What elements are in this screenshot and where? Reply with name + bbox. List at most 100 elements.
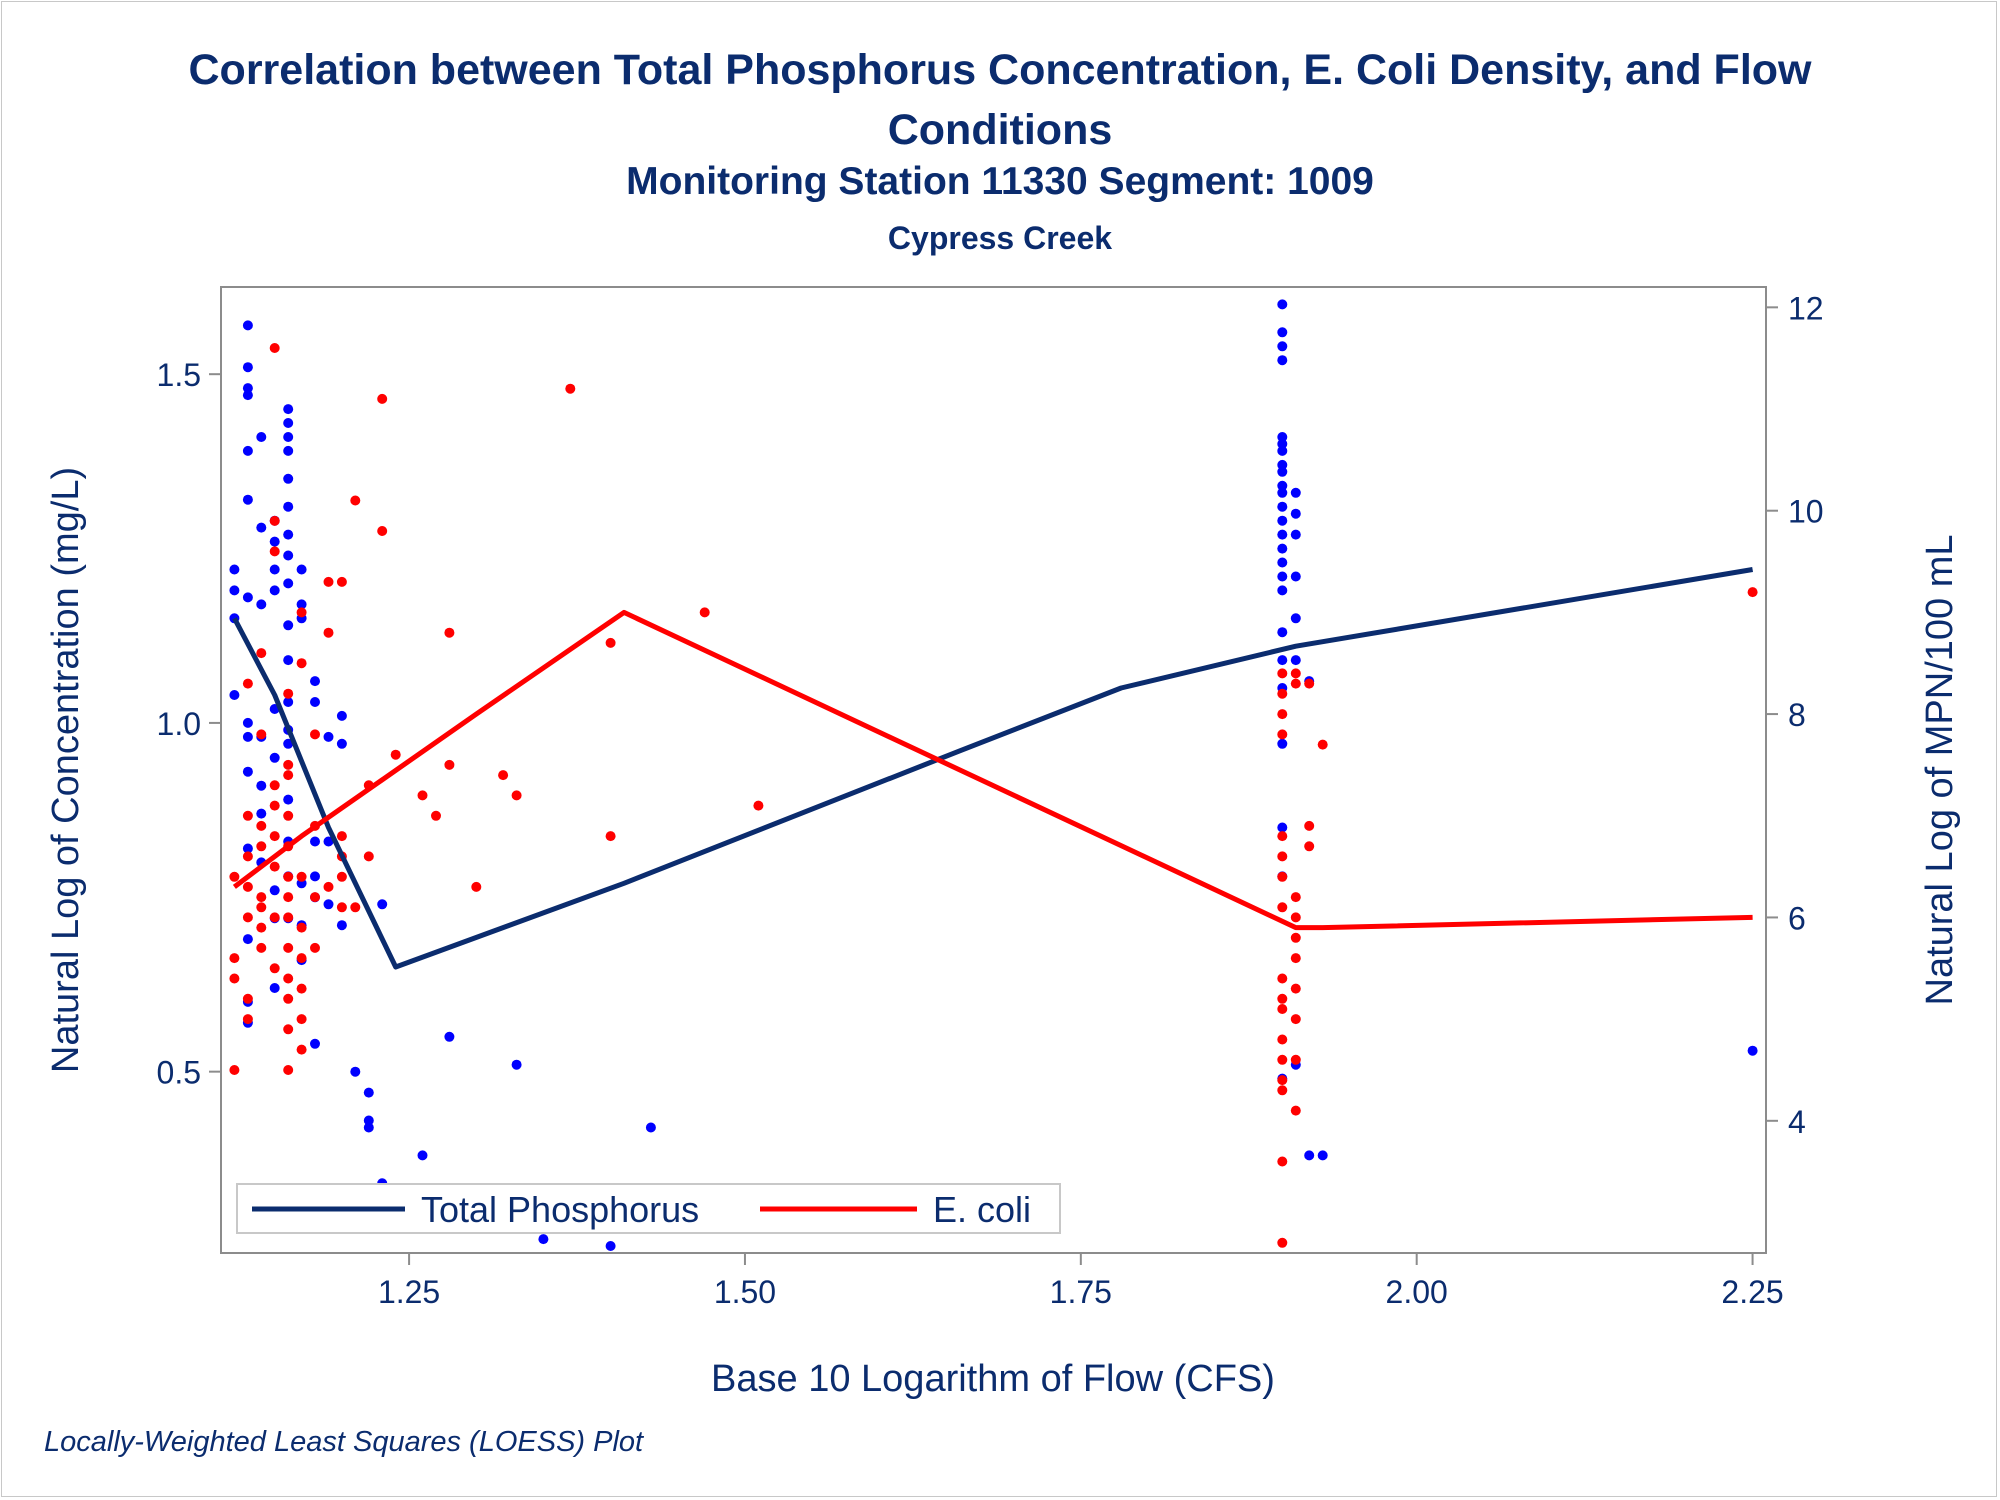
tp-point [242,934,253,945]
y2-tick-label: 8 [1788,697,1806,733]
ecoli-point [256,942,267,953]
legend-label-total-phosphorus: Total Phosphorus [421,1189,699,1230]
tp-point [1277,432,1288,442]
ecoli-point [1277,668,1288,679]
tp-point [417,1150,428,1161]
ecoli-point [283,871,294,882]
tp-point [363,1115,374,1126]
tp-point [269,885,280,896]
ecoli-point [269,343,280,353]
total-phosphorus-points [229,299,1758,1251]
tp-point [350,1066,361,1077]
tp-point [538,1234,549,1245]
tp-point [283,529,294,540]
chart-title-line1: Correlation between Total Phosphorus Con… [188,46,1812,94]
ecoli-point [269,546,280,557]
ecoli-point [283,770,294,781]
tp-point [1277,515,1288,526]
ecoli-point [336,831,347,842]
tp-point [256,780,267,791]
ecoli-point [242,1014,253,1025]
tp-point [269,585,280,596]
tp-point [310,676,320,687]
y2-tick-label: 6 [1788,900,1806,936]
ecoli-point [256,820,267,831]
ecoli-point [431,810,441,821]
y-axis-right: 4 6 8 10 12 [1766,290,1824,1140]
y2-axis-label: Natural Log of MPN/100 mL [1919,534,1961,1005]
ecoli-point [1304,841,1315,852]
ecoli-point [1277,851,1288,862]
tp-point [242,383,253,394]
tp-point [1304,1150,1315,1161]
ecoli-point [1277,1085,1288,1096]
tp-point [229,564,240,575]
tp-point [1277,327,1288,338]
ecoli-point [256,922,267,933]
ecoli-point [242,851,253,862]
ecoli-point [377,526,388,536]
y2-tick-label: 10 [1788,494,1824,530]
tp-point [1290,571,1301,582]
ecoli-point [1290,892,1301,903]
ecoli-point [310,729,320,740]
ecoli-point [336,576,347,587]
y-axis-label: Natural Log of Concentration (mg/L) [45,467,87,1073]
ecoli-point [444,627,455,638]
tp-point [283,550,294,561]
tp-point [363,1122,374,1133]
ecoli-point [390,749,401,760]
tp-point [242,390,253,401]
tp-point [1277,501,1288,512]
tp-point [283,655,294,666]
ecoli-point [283,912,294,923]
tp-point [283,620,294,631]
legend-label-ecoli: E. coli [933,1189,1031,1230]
tp-point [283,445,294,456]
tp-point [1277,822,1288,833]
ecoli-point [1290,1014,1301,1025]
tp-point [310,836,320,847]
tp-point [229,690,240,700]
ecoli-point [1290,932,1301,943]
ecoli-point [336,902,347,913]
tp-point [242,320,253,331]
ecoli-point [1277,1237,1288,1248]
ecoli-point [1277,1004,1288,1014]
y-tick-label: 1.0 [157,706,201,742]
tp-point [310,697,320,707]
ecoli-point [296,1014,307,1025]
y-axis-left: 0.5 1.0 1.5 [157,357,221,1091]
ecoli-point [1277,871,1288,882]
tp-point [296,564,307,575]
y2-tick-label: 4 [1788,1104,1806,1140]
tp-point [283,738,294,749]
tp-point [283,697,294,707]
ecoli-point [296,658,307,669]
tp-point [1277,738,1288,749]
ecoli-point [296,1044,307,1055]
ecoli-point [363,851,374,862]
ecoli-point [1304,678,1315,689]
ecoli-point [1290,953,1301,964]
legend: Total Phosphorus E. coli [236,1183,1061,1234]
ecoli-point [471,881,482,892]
tp-point [242,717,253,728]
ecoli-point [310,942,320,953]
ecoli-point [498,770,509,781]
ecoli-point [1290,678,1301,689]
ecoli-point [283,1065,294,1075]
footnote: Locally-Weighted Least Squares (LOESS) P… [44,1426,644,1458]
tp-point [605,1241,616,1251]
ecoli-point [323,881,334,892]
ecoli-point [296,953,307,964]
ecoli-point [1290,1105,1301,1116]
ecoli-point [256,892,267,903]
tp-point [310,1038,320,1049]
ecoli-point [1277,709,1288,720]
ecoli-points [229,343,1758,1248]
ecoli-point [296,983,307,994]
tp-point [283,418,294,428]
ecoli-point [605,637,616,648]
tp-point [1747,1045,1758,1056]
